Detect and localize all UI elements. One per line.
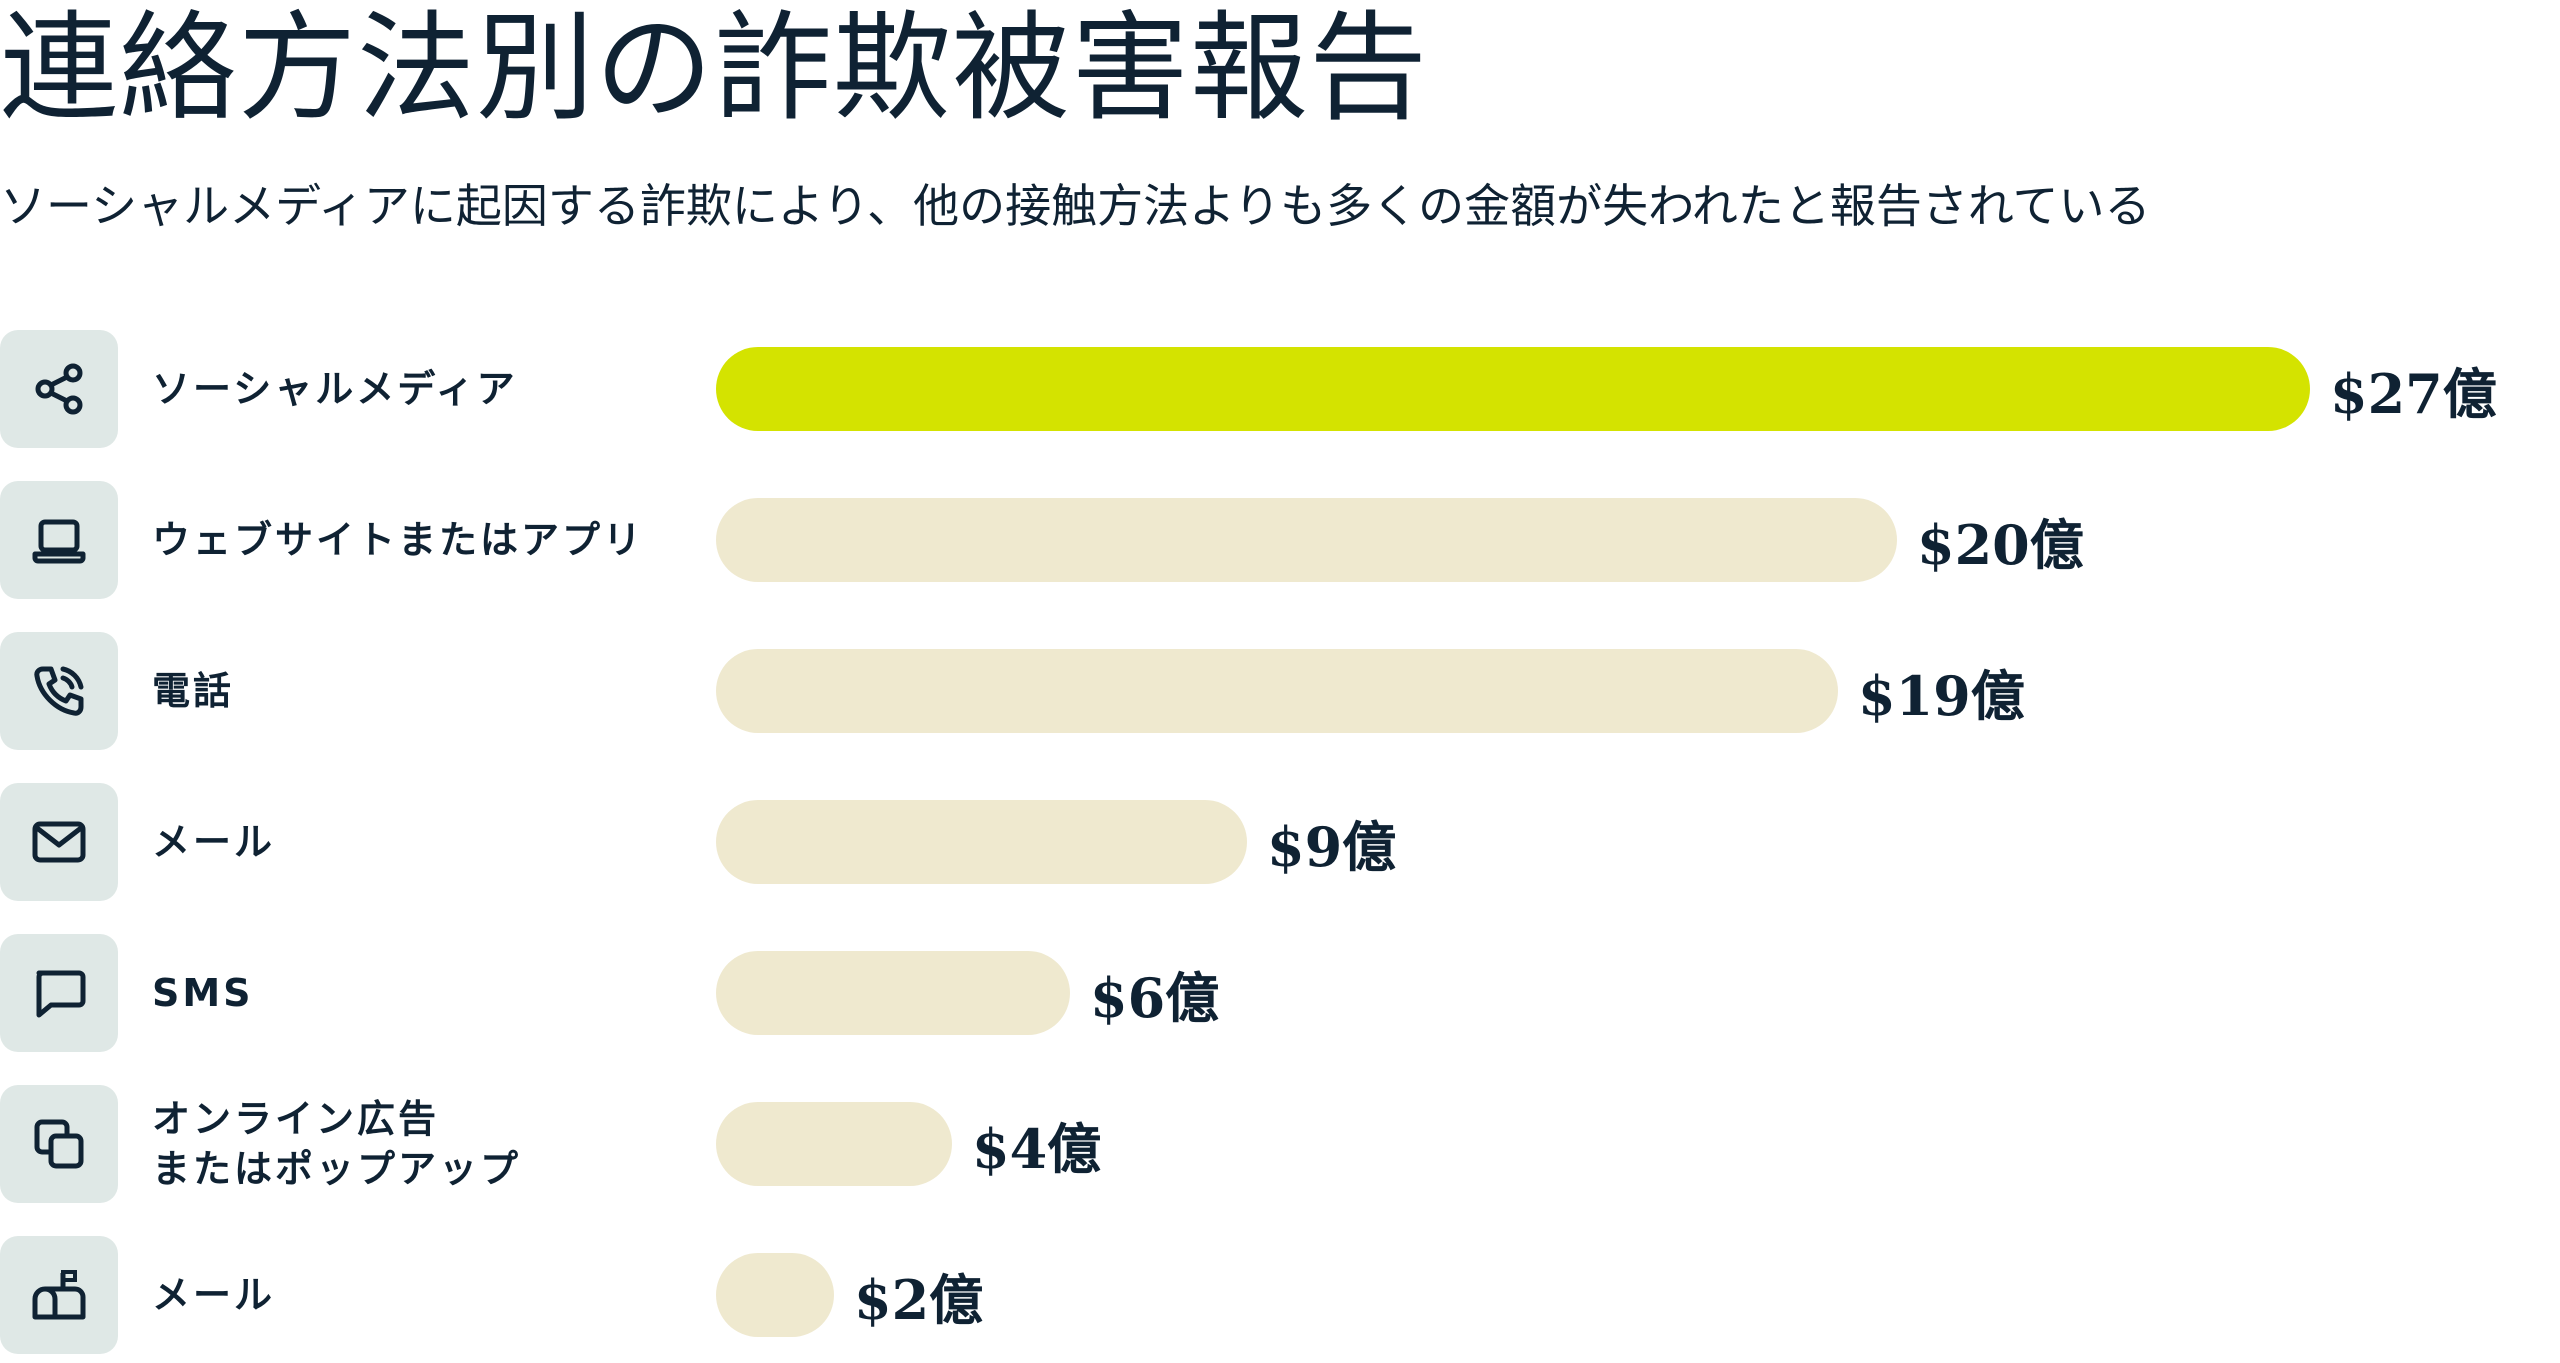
bar <box>716 1102 952 1186</box>
mailbox-icon <box>0 1236 118 1354</box>
envelope-icon <box>0 783 118 901</box>
chart-row: ウェブサイトまたはアプリ $20億 <box>0 476 2560 599</box>
category-label: ソーシャルメディア <box>152 367 518 411</box>
bar <box>716 951 1070 1035</box>
bar <box>716 1253 834 1337</box>
value-label: $19億 <box>1858 663 2025 728</box>
chart-row: SMS $6億 <box>0 929 2560 1052</box>
phone-icon <box>0 632 118 750</box>
value-label: $9億 <box>1267 814 1397 879</box>
laptop-icon <box>0 481 118 599</box>
value-label: $2億 <box>854 1267 984 1332</box>
value-label: $6億 <box>1090 965 1220 1030</box>
chart-row: ソーシャルメディア $27億 <box>0 325 2560 448</box>
chart-row: メール $9億 <box>0 778 2560 901</box>
bar <box>716 649 1838 733</box>
chart-subtitle: ソーシャルメディアに起因する詐欺により、他の接触方法よりも多くの金額が失われたと… <box>0 179 2151 233</box>
value-label: $20億 <box>1917 512 2084 577</box>
popup-windows-icon <box>0 1085 118 1203</box>
share-icon <box>0 330 118 448</box>
category-label: メール <box>152 1273 276 1317</box>
chart-title: 連絡方法別の詐欺被害報告 <box>0 0 1429 137</box>
chart-row: オンライン広告 またはポップアップ $4億 <box>0 1080 2560 1203</box>
category-label: 電話 <box>152 669 235 713</box>
bar <box>716 800 1247 884</box>
category-label: オンライン広告 またはポップアップ <box>152 1097 522 1191</box>
category-label: SMS <box>152 971 254 1015</box>
chart-row: 電話 $19億 <box>0 627 2560 750</box>
chat-bubble-icon <box>0 934 118 1052</box>
bar <box>716 498 1897 582</box>
chart-row: メール $2億 <box>0 1231 2560 1354</box>
value-label: $27億 <box>2330 361 2497 426</box>
category-label: メール <box>152 820 276 864</box>
category-label: ウェブサイトまたはアプリ <box>152 518 645 562</box>
bar <box>716 347 2310 431</box>
value-label: $4億 <box>972 1116 1102 1181</box>
